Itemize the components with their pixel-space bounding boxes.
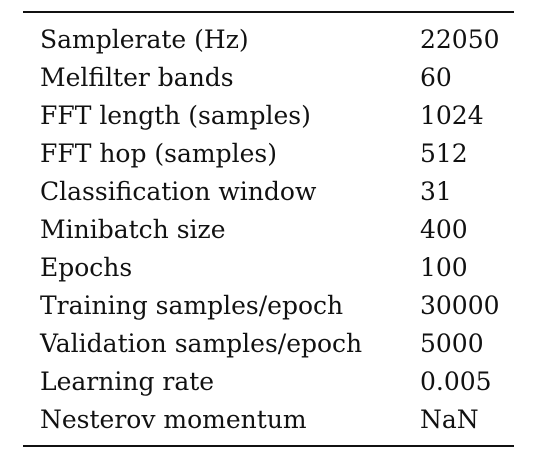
table-row: FFT hop (samples) 512	[0, 135, 537, 173]
parameter-name: FFT hop (samples)	[40, 139, 277, 168]
parameter-name: FFT length (samples)	[40, 101, 311, 130]
parameter-name: Nesterov momentum	[40, 405, 307, 434]
table-row: Validation samples/epoch 5000	[0, 325, 537, 363]
parameter-name: Validation samples/epoch	[40, 329, 363, 358]
table-row: Classification window 31	[0, 173, 537, 211]
parameter-value: 100	[420, 253, 468, 282]
table-row: Samplerate (Hz) 22050	[0, 21, 537, 59]
parameter-name: Training samples/epoch	[40, 291, 344, 320]
parameter-value: 30000	[420, 291, 500, 320]
parameter-name: Learning rate	[40, 367, 215, 396]
parameter-value: 31	[420, 177, 452, 206]
parameter-name: Samplerate (Hz)	[40, 25, 249, 54]
table-row: Nesterov momentum NaN	[0, 401, 537, 439]
parameter-name: Epochs	[40, 253, 133, 282]
top-rule	[23, 11, 514, 13]
parameter-value: 0.005	[420, 367, 492, 396]
table-row: Learning rate 0.005	[0, 363, 537, 401]
parameter-name: Classification window	[40, 177, 317, 206]
parameter-value: NaN	[420, 405, 479, 434]
parameter-value: 22050	[420, 25, 500, 54]
table-row: Melfilter bands 60	[0, 59, 537, 97]
table-row: Epochs 100	[0, 249, 537, 287]
table-row: FFT length (samples) 1024	[0, 97, 537, 135]
bottom-rule	[23, 445, 514, 447]
parameter-name: Melfilter bands	[40, 63, 234, 92]
parameter-value: 60	[420, 63, 452, 92]
parameter-name: Minibatch size	[40, 215, 226, 244]
parameter-value: 1024	[420, 101, 484, 130]
parameter-value: 5000	[420, 329, 484, 358]
parameter-value: 512	[420, 139, 468, 168]
table-row: Minibatch size 400	[0, 211, 537, 249]
parameter-value: 400	[420, 215, 468, 244]
table-row: Training samples/epoch 30000	[0, 287, 537, 325]
